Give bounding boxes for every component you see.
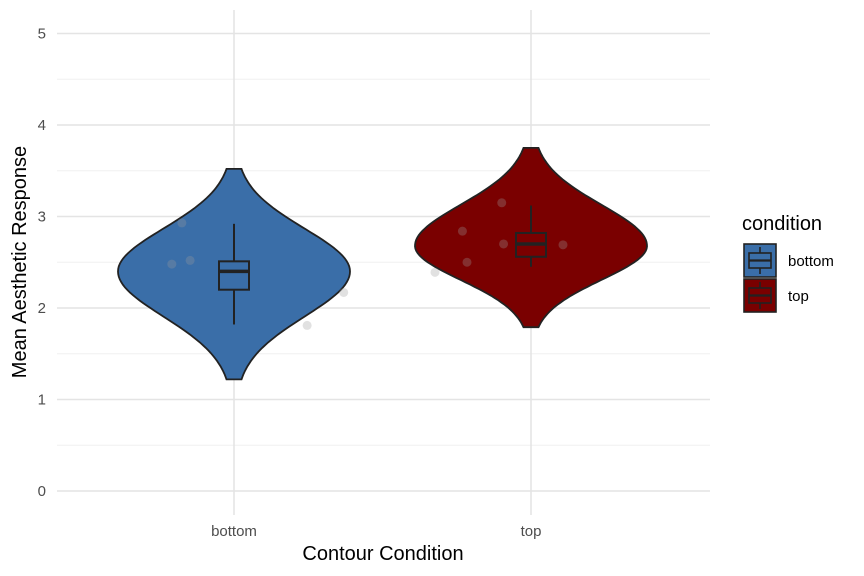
- y-tick-label: 2: [38, 300, 46, 317]
- x-tick-labels: bottom top: [211, 523, 541, 540]
- data-point: [457, 226, 467, 236]
- y-tick-labels: 0 1 2 3 4 5: [38, 26, 46, 501]
- x-tick-label: top: [521, 523, 542, 540]
- data-point: [302, 320, 312, 330]
- y-tick-label: 0: [38, 483, 46, 500]
- data-point: [185, 255, 195, 265]
- boxplots: [218, 205, 547, 325]
- legend-title: condition: [742, 213, 822, 235]
- data-point: [499, 239, 509, 249]
- data-point: [167, 259, 177, 269]
- jitter-points: [167, 198, 568, 330]
- legend: condition bottom top: [742, 213, 834, 313]
- legend-label: top: [788, 288, 809, 305]
- violins: [117, 147, 648, 381]
- x-tick-label: bottom: [211, 523, 257, 540]
- data-point: [430, 267, 440, 277]
- x-axis-title: Contour Condition: [302, 543, 463, 565]
- data-point: [339, 287, 349, 297]
- y-tick-label: 1: [38, 392, 46, 409]
- data-point: [558, 240, 568, 250]
- legend-label: bottom: [788, 253, 834, 270]
- legend-key-bottom: [743, 243, 777, 278]
- data-point: [462, 257, 472, 267]
- y-axis-title: Mean Aesthetic Response: [9, 146, 31, 378]
- data-point: [497, 198, 507, 208]
- y-tick-label: 5: [38, 26, 46, 43]
- legend-key-top: [743, 278, 777, 313]
- box-bottom: [218, 260, 250, 291]
- data-point: [177, 218, 187, 228]
- y-tick-label: 3: [38, 209, 46, 226]
- y-tick-label: 4: [38, 117, 46, 134]
